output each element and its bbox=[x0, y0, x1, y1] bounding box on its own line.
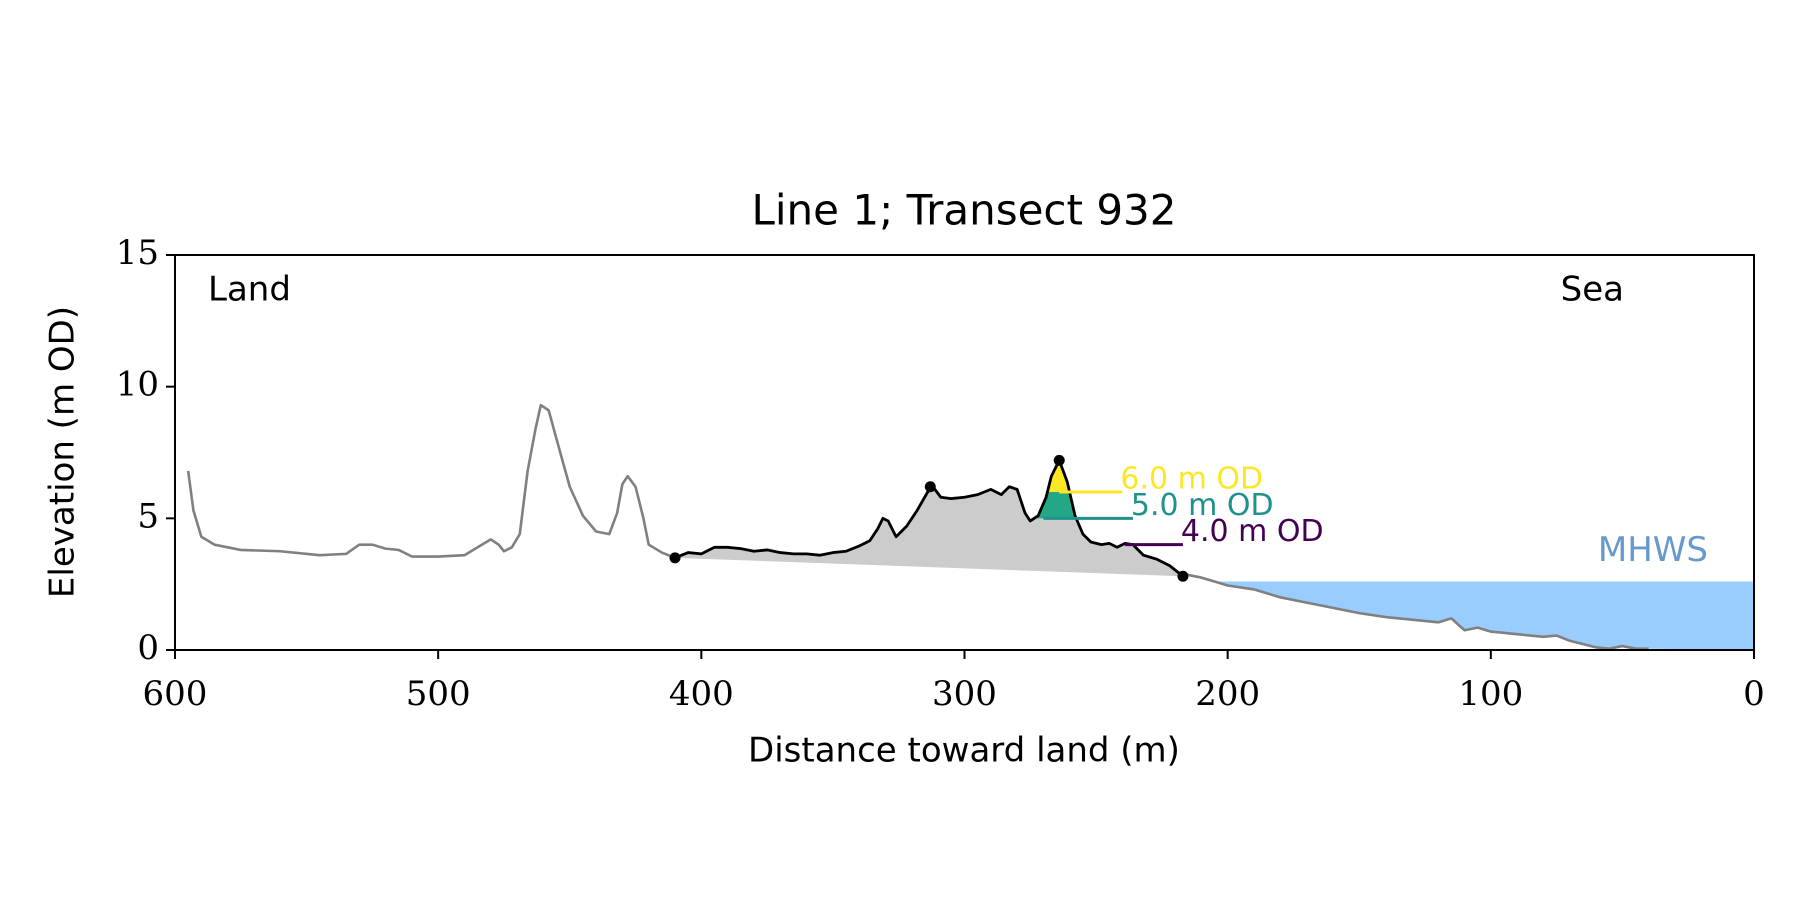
y-tick-label: 0 bbox=[137, 628, 159, 668]
level-label: 4.0 m OD bbox=[1181, 514, 1324, 549]
y-tick-label: 10 bbox=[116, 365, 159, 405]
mhws-label: MHWS bbox=[1598, 530, 1708, 570]
level-label: 5.0 m OD bbox=[1131, 488, 1274, 523]
level-label: 6.0 m OD bbox=[1120, 462, 1263, 497]
x-tick-label: 200 bbox=[1195, 674, 1260, 714]
profile-line bbox=[186, 403, 1649, 650]
annotation: Sea bbox=[1561, 270, 1624, 310]
chart-title: Line 1; Transect 932 bbox=[751, 186, 1176, 235]
x-tick-label: 0 bbox=[1743, 674, 1765, 714]
point bbox=[1053, 454, 1065, 466]
x-tick-label: 400 bbox=[669, 674, 734, 714]
point bbox=[1177, 570, 1189, 582]
x-tick-label: 300 bbox=[932, 674, 997, 714]
x-tick-label: 600 bbox=[143, 674, 208, 714]
point bbox=[669, 552, 681, 564]
x-tick-label: 500 bbox=[406, 674, 471, 714]
level-fill bbox=[1047, 460, 1070, 492]
mhws-water bbox=[1214, 581, 1754, 650]
y-tick-label: 5 bbox=[137, 496, 159, 536]
dune-line bbox=[674, 458, 1184, 578]
x-tick-label: 100 bbox=[1458, 674, 1523, 714]
y-axis-label: Elevation (m OD) bbox=[43, 306, 83, 598]
x-axis-label: Distance toward land (m) bbox=[748, 731, 1180, 771]
y-tick-label: 15 bbox=[116, 233, 159, 273]
annotation: Land bbox=[208, 270, 291, 310]
point bbox=[924, 481, 936, 493]
